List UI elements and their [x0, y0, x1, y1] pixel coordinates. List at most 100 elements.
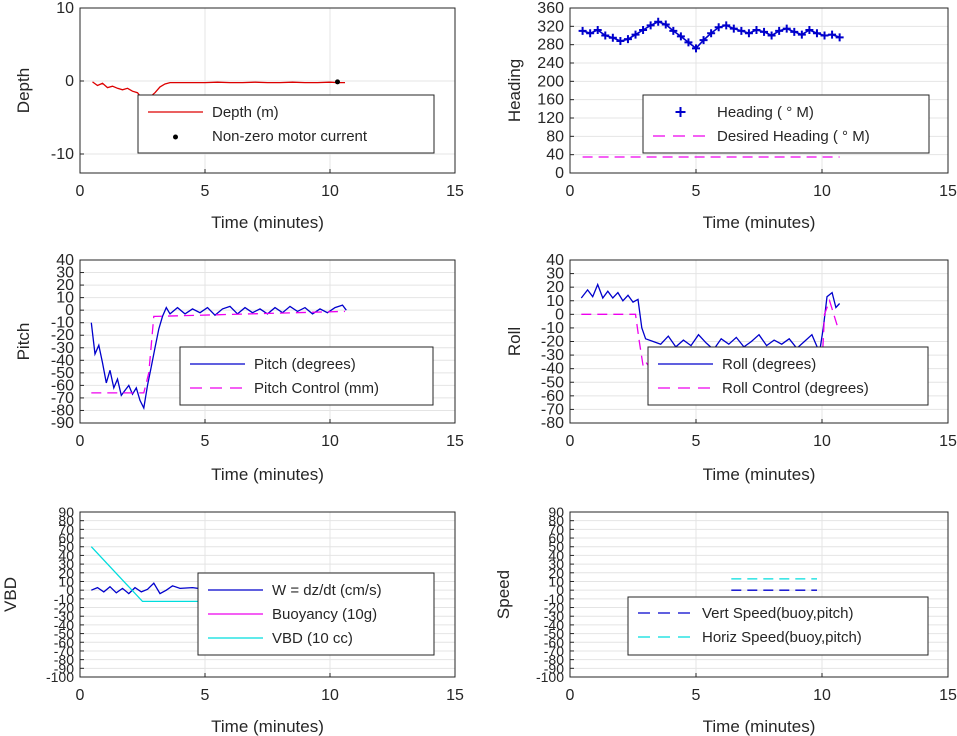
roll-ylabel: Roll [505, 327, 524, 356]
vbd-ytick-label: 30 [58, 556, 74, 572]
heading-xtick-label: 0 [566, 183, 575, 200]
roll-xtick-label: 10 [813, 433, 831, 450]
heading-plus-marker [699, 36, 708, 45]
pitch-ytick-label: -70 [51, 390, 74, 407]
speed-ytick-label: 30 [548, 556, 564, 572]
speed-ytick-label: -100 [536, 669, 564, 685]
pitch-series-line [91, 310, 346, 394]
pitch-ytick-label: -60 [51, 377, 74, 394]
heading-plus-marker [684, 38, 693, 47]
depth-xtick-label: 15 [446, 183, 464, 200]
heading-ytick-label: 320 [537, 18, 564, 35]
roll-xtick-label: 5 [692, 433, 701, 450]
pitch-ylabel: Pitch [14, 323, 33, 361]
speed-ytick-label: -40 [544, 617, 564, 633]
heading-plus-marker [812, 29, 821, 38]
heading-ytick-label: 160 [537, 92, 564, 109]
vbd-panel: 0 5 10 159080706050403020100-10-20-30-40-50… [1, 504, 464, 736]
pitch-ytick-label: -80 [51, 402, 74, 419]
vbd-ytick-label: 0 [66, 582, 74, 598]
vbd-ytick-label: -20 [54, 600, 74, 616]
speed-legend-label: Vert Speed(buoy,pitch) [702, 605, 853, 622]
vbd-legend: W = dz/dt (cm/s) Buoyancy (10g) VBD (10 cc… [197, 572, 435, 656]
pitch-ytick-label: -30 [51, 340, 74, 357]
heading-plus-marker [714, 23, 723, 32]
heading-plus-marker [654, 17, 663, 26]
heading-legend-swatch [675, 107, 686, 117]
vbd-xtick-label: 5 [201, 687, 210, 704]
depth-ytick-label: 0 [65, 73, 74, 90]
heading-legend-label: Heading ( ° M) [717, 104, 814, 121]
roll-ytick-label: -80 [541, 415, 564, 432]
depth-legend: Depth (m) Non-zero motor current [137, 94, 435, 154]
depth-xtick-label: 10 [321, 183, 339, 200]
roll-ytick-label: 0 [555, 306, 564, 323]
pitch-axes-frame [79, 259, 456, 424]
pitch-xtick-label: 10 [321, 433, 339, 450]
heading-plus-marker [820, 31, 829, 40]
vbd-ytick-label: 60 [58, 530, 74, 546]
vbd-ytick-label: -90 [54, 660, 74, 676]
speed-ytick-label: 20 [548, 565, 564, 581]
speed-xtick-label: 5 [692, 687, 701, 704]
speed-xlabel: Time (minutes) [703, 717, 816, 736]
depth-xtick-label: 5 [201, 183, 210, 200]
depth-ytick-label: 10 [56, 0, 74, 17]
speed-ytick-label: -20 [544, 600, 564, 616]
roll-ytick-label: -30 [541, 347, 564, 364]
roll-ytick-label: 10 [546, 293, 564, 310]
pitch-ytick-label: -40 [51, 352, 74, 369]
heading-xtick-label: 10 [813, 183, 831, 200]
speed-ytick-label: 10 [548, 573, 564, 589]
heading-plus-marker [608, 33, 617, 42]
heading-plus-marker [744, 29, 753, 38]
pitch-legend-label: Pitch Control (mm) [254, 380, 379, 397]
vbd-ytick-label: 50 [58, 539, 74, 555]
heading-ylabel: Heading [505, 59, 524, 122]
pitch-ytick-label: 20 [56, 277, 74, 294]
vbd-ytick-label: -40 [54, 617, 74, 633]
heading-plus-marker [828, 30, 837, 39]
vbd-ytick-label: -70 [54, 643, 74, 659]
pitch-ytick-label: -20 [51, 327, 74, 344]
speed-ytick-label: 0 [556, 582, 564, 598]
pitch-xtick-label: 0 [76, 433, 85, 450]
heading-plus-marker [835, 33, 844, 42]
roll-ytick-label: -40 [541, 361, 564, 378]
depth-legend-label: Depth (m) [212, 104, 279, 121]
pitch-legend-label: Pitch (degrees) [254, 356, 356, 373]
speed-ylabel: Speed [494, 570, 513, 619]
speed-ytick-label: 40 [548, 547, 564, 563]
vbd-legend-label: VBD (10 cc) [272, 630, 353, 647]
speed-ytick-label: -90 [544, 660, 564, 676]
heading-plus-marker [578, 26, 587, 35]
roll-ytick-label: -20 [541, 334, 564, 351]
vbd-legend-label: Buoyancy (10g) [272, 606, 377, 623]
roll-xlabel: Time (minutes) [703, 465, 816, 484]
heading-ytick-label: 0 [555, 165, 564, 182]
speed-legend-box [627, 596, 929, 656]
heading-ytick-label: 120 [537, 110, 564, 127]
heading-xtick-label: 5 [692, 183, 701, 200]
heading-plus-marker [797, 30, 806, 39]
pitch-ytick-label: 40 [56, 252, 74, 269]
vbd-ytick-label: -30 [54, 608, 74, 624]
speed-ytick-label: -10 [544, 591, 564, 607]
vbd-xtick-label: 15 [446, 687, 464, 704]
heading-plus-marker [722, 21, 731, 30]
vbd-ylabel: VBD [1, 577, 20, 612]
pitch-legend-box [179, 346, 434, 406]
heading-plus-marker [752, 26, 761, 34]
speed-xtick-label: 10 [813, 687, 831, 704]
heading-plus-marker [631, 30, 640, 39]
vbd-ytick-label: -50 [54, 626, 74, 642]
depth-series-line [92, 81, 345, 103]
roll-ytick-label: -10 [541, 320, 564, 337]
pitch-xtick-label: 15 [446, 433, 464, 450]
speed-ytick-label: 80 [548, 513, 564, 529]
heading-plus-marker [775, 26, 784, 35]
depth-marker [335, 79, 340, 85]
heading-axes-frame [569, 7, 949, 174]
heading-plus-marker [676, 32, 685, 41]
